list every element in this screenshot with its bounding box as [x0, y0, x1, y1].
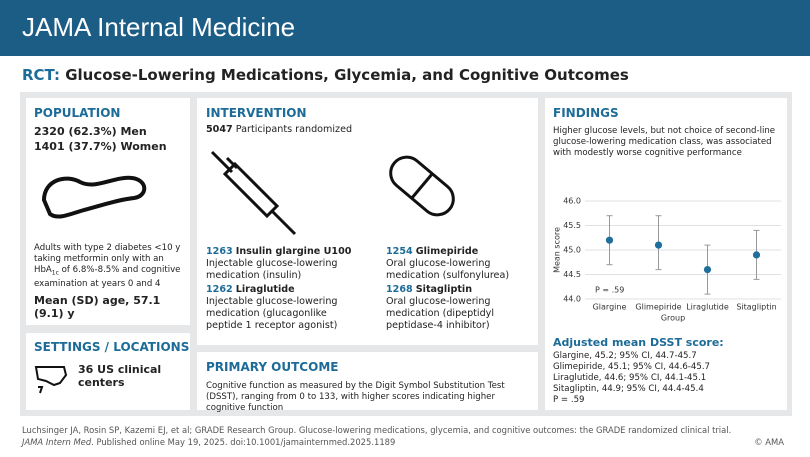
arm-desc: Injectable glucose-lowering medication (…	[206, 296, 338, 331]
arm-name: Sitagliptin	[415, 284, 473, 295]
y-axis-label: Mean score	[553, 227, 562, 273]
x-tick-label: Glargine	[593, 303, 627, 312]
arm-name: Liraglutide	[235, 284, 295, 295]
intervention-box: INTERVENTION 5047 Participants randomize…	[197, 98, 538, 345]
description: Adults with type 2 diabetes <10 y taking…	[34, 243, 186, 290]
x-tick-label: Liraglutide	[686, 303, 729, 312]
heading: SETTINGS / LOCATIONS	[34, 340, 190, 354]
adjusted-line: Glimepiride, 45.1; 95% CI, 44.6-45.7	[553, 362, 711, 372]
arm-desc: Oral glucose-lowering medication (dipept…	[386, 296, 495, 331]
annotation: P = .59	[595, 286, 624, 295]
point	[752, 251, 761, 259]
title: RCT: Glucose-Lowering Medications, Glyce…	[22, 66, 629, 84]
heading: PRIMARY OUTCOME	[206, 360, 339, 374]
published-line: JAMA Intern Med. Published online May 19…	[22, 436, 762, 448]
y-tick-label: 44.0	[563, 295, 581, 304]
copyright: © AMA	[754, 437, 784, 447]
arm: 1262 Liraglutide Injectable glucose-lower…	[206, 284, 356, 332]
adjusted-line: Glargine, 45.2; 95% CI, 44.7-45.7	[553, 351, 697, 361]
age: Mean (SD) age, 57.1 (9.1) y	[34, 294, 161, 320]
y-tick-label: 44.5	[563, 270, 581, 279]
syringe-icon	[210, 150, 297, 236]
randomized-text: Participants randomized	[235, 124, 353, 135]
y-tick-label: 45.5	[563, 221, 581, 230]
population-box: POPULATION 2320 (62.3%) Men 1401 (37.7%)…	[26, 98, 190, 325]
x-tick-label: Sitagliptin	[736, 303, 776, 312]
heading: POPULATION	[34, 106, 121, 120]
randomized: 5047 Participants randomized	[206, 124, 352, 136]
point	[605, 236, 614, 244]
title-text: Glucose-Lowering Medications, Glycemia, …	[65, 66, 629, 84]
pancreas-icon	[41, 175, 147, 219]
settings-box: SETTINGS / LOCATIONS 36 US clinical cent…	[26, 333, 190, 410]
adjusted-line: Sitagliptin, 44.9; 95% CI, 44.4-45.4	[553, 384, 704, 394]
arm-title: 1263 Insulin glargine U100	[206, 246, 356, 258]
arm-name: Insulin glargine U100	[235, 246, 352, 257]
findings-box: FINDINGS Higher glucose levels, but not …	[545, 98, 787, 410]
adjusted-line: P = .59	[553, 395, 585, 405]
arm-n: 1254	[386, 246, 413, 257]
published: . Published online May 19, 2025. doi:10.…	[91, 437, 396, 447]
outcome-text: Cognitive function as measured by the Di…	[206, 381, 505, 413]
outcome-box: PRIMARY OUTCOME Cognitive function as me…	[197, 352, 538, 413]
adjusted-list: Glargine, 45.2; 95% CI, 44.7-45.7 Glimepi…	[553, 351, 783, 406]
arm: 1263 Insulin glargine U100 Injectable glu…	[206, 246, 356, 282]
arm: 1254 Glimepiride Oral glucose-lowering me…	[386, 246, 536, 282]
citation: Luchsinger JA, Rosin SP, Kazemi EJ, et a…	[22, 425, 732, 435]
chart: Mean score Group P = .59 44.0 44.5 45.0 45.…	[553, 197, 781, 323]
arm-desc: Injectable glucose-lowering medication (…	[206, 258, 338, 281]
us-map-icon	[34, 366, 68, 394]
desc: of 6.8%-8.5% and cognitive examination a…	[34, 265, 181, 289]
desc-sub: 1c	[51, 269, 59, 277]
arm-n: 1263	[206, 246, 233, 257]
arm-title: 1262 Liraglutide	[206, 284, 356, 296]
centers: 36 US clinical centers	[78, 363, 162, 389]
arm: 1268 Sitagliptin Oral glucose-lowering me…	[386, 284, 536, 332]
arm-title: 1254 Glimepiride	[386, 246, 536, 258]
y-tick-label: 46.0	[563, 197, 581, 206]
heading: INTERVENTION	[206, 106, 307, 120]
adjusted-line: Liraglutide, 44.6; 95% CI, 44.1-45.1	[553, 373, 707, 383]
y-tick-label: 45.0	[563, 246, 581, 255]
arm-desc: Oral glucose-lowering medication (sulfon…	[386, 258, 510, 281]
x-tick-label: Glimepiride	[635, 303, 681, 312]
point	[703, 266, 712, 274]
arm-n: 1268	[386, 284, 413, 295]
arm-n: 1262	[206, 284, 233, 295]
heading: FINDINGS	[553, 106, 619, 120]
findings-text: Higher glucose levels, but not choice of…	[553, 126, 776, 158]
desc: Adults with type 2 diabetes <10 y taking…	[34, 243, 181, 275]
arm-name: Glimepiride	[415, 246, 479, 257]
women: 1401 (37.7%) Women	[34, 140, 167, 153]
men: 2320 (62.3%) Men	[34, 125, 147, 138]
x-axis-label: Group	[661, 314, 685, 323]
title-prefix: RCT:	[22, 66, 60, 84]
header: JAMA Internal Medicine	[0, 0, 810, 56]
adjusted-heading: Adjusted mean DSST score:	[553, 336, 724, 349]
count: 5047	[206, 124, 233, 135]
journal-abbrev: JAMA Intern Med	[22, 437, 92, 447]
point	[654, 241, 663, 249]
journal-title: JAMA Internal Medicine	[22, 12, 296, 42]
arm-title: 1268 Sitagliptin	[386, 284, 536, 296]
footer: Luchsinger JA, Rosin SP, Kazemi EJ, et a…	[22, 424, 762, 448]
pill-icon	[389, 155, 455, 217]
